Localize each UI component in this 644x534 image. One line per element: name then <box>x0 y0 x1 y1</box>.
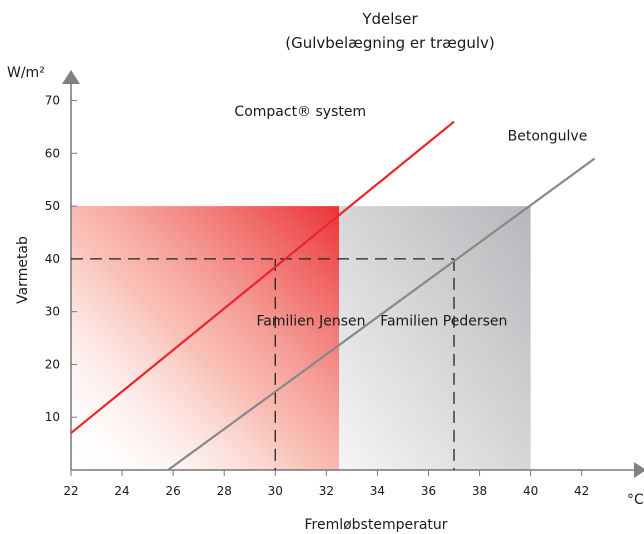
x-tick-label: 40 <box>523 484 538 498</box>
series-label-2: Betongulve <box>508 129 588 145</box>
series-line-1 <box>70 120 455 434</box>
x-tick-label: 22 <box>63 484 78 498</box>
x-axis-label: Fremløbstemperatur <box>304 517 447 533</box>
x-tick-label: 28 <box>217 484 232 498</box>
region-1 <box>71 206 340 470</box>
region-label-2: Familien Pedersen <box>380 313 507 329</box>
region-label-1: Familien Jensen <box>257 313 366 329</box>
y-axis-arrow <box>62 70 80 84</box>
y-unit-label: W/m² <box>7 65 45 81</box>
y-tick-label: 60 <box>45 146 60 160</box>
x-tick-label: 32 <box>319 484 334 498</box>
x-tick-label: 30 <box>268 484 283 498</box>
x-tick-label: 42 <box>574 484 589 498</box>
x-tick-label: 26 <box>165 484 180 498</box>
region-2 <box>339 206 531 470</box>
x-tick-label: 36 <box>421 484 436 498</box>
chart-title-line-2: (Gulvbelægning er trægulv) <box>285 34 495 52</box>
chart-title-line-1: Ydelser <box>362 10 418 28</box>
x-tick-label: 34 <box>370 484 385 498</box>
x-tick-label: 24 <box>114 484 129 498</box>
x-axis-arrow <box>634 462 644 478</box>
y-tick-label: 70 <box>45 94 60 108</box>
y-tick-label: 50 <box>45 199 60 213</box>
series-label-1: Compact® system <box>234 104 366 120</box>
x-unit-label: °C <box>627 492 644 508</box>
y-tick-label: 10 <box>45 410 60 424</box>
y-tick-label: 40 <box>45 252 60 266</box>
x-tick-label: 38 <box>472 484 487 498</box>
y-tick-label: 20 <box>45 357 60 371</box>
y-axis-label: Varmetab <box>15 236 31 304</box>
y-tick-label: 30 <box>45 305 60 319</box>
series-line-2 <box>167 157 596 471</box>
